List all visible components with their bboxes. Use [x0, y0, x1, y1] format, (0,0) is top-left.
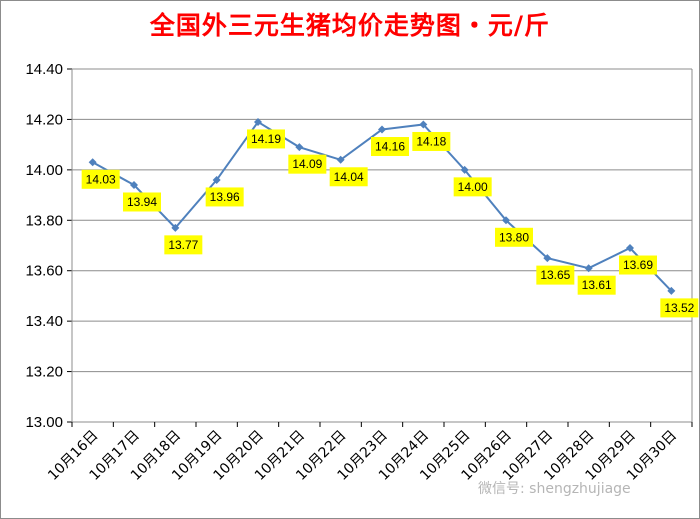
data-point	[419, 120, 428, 129]
data-label: 14.04	[334, 170, 364, 184]
y-tick-label: 13.40	[25, 313, 63, 330]
data-point	[336, 155, 345, 164]
data-label-background	[536, 265, 575, 285]
data-label: 14.03	[86, 172, 116, 186]
data-label: 14.18	[416, 134, 446, 148]
y-tick-label: 14.20	[25, 111, 63, 128]
watermark: 微信号: shengzhujiage	[478, 481, 631, 497]
data-label: 13.65	[540, 268, 570, 282]
data-point	[88, 158, 97, 167]
data-label-background	[371, 137, 409, 157]
data-label-background	[81, 169, 120, 189]
data-label-background	[205, 187, 244, 207]
data-point	[254, 117, 262, 126]
data-label-background	[123, 192, 161, 212]
data-label: 13.61	[582, 278, 612, 292]
y-tick-label: 13.20	[25, 364, 63, 381]
chart-title: 全国外三元生猪均价走势图・元/斤	[149, 11, 551, 40]
data-label-background	[288, 154, 327, 174]
data-point	[667, 286, 676, 295]
data-label: 14.16	[375, 140, 405, 154]
data-point	[460, 165, 469, 174]
data-label: 13.69	[623, 258, 653, 272]
data-point	[295, 143, 304, 152]
y-tick-label: 13.60	[25, 263, 63, 280]
data-label-background	[412, 131, 451, 151]
y-tick-label: 14.00	[25, 162, 63, 179]
data-label: 13.77	[168, 238, 198, 252]
data-label: 13.80	[499, 230, 529, 244]
data-point	[378, 125, 386, 134]
data-point	[626, 244, 634, 253]
data-label-background	[164, 235, 203, 255]
data-label: 14.19	[251, 132, 281, 146]
data-point	[543, 254, 552, 263]
y-tick-label: 13.00	[25, 414, 63, 431]
data-label: 14.00	[458, 180, 488, 194]
data-label: 13.96	[210, 190, 240, 204]
data-label: 13.52	[664, 301, 694, 315]
data-label-background	[495, 227, 533, 247]
data-label-background	[329, 167, 368, 187]
data-label: 14.09	[292, 157, 322, 171]
data-label-background	[247, 129, 285, 149]
data-label-background	[577, 275, 616, 295]
data-label-background	[453, 177, 492, 197]
data-point	[584, 264, 593, 273]
data-label: 13.94	[127, 195, 157, 209]
data-label-background	[660, 298, 699, 318]
data-label-background	[619, 255, 657, 275]
data-point	[171, 223, 180, 232]
data-point	[130, 180, 138, 189]
data-point	[212, 175, 221, 184]
data-point	[502, 216, 510, 225]
y-tick-label: 14.40	[25, 61, 63, 78]
y-tick-label: 13.80	[25, 212, 63, 229]
